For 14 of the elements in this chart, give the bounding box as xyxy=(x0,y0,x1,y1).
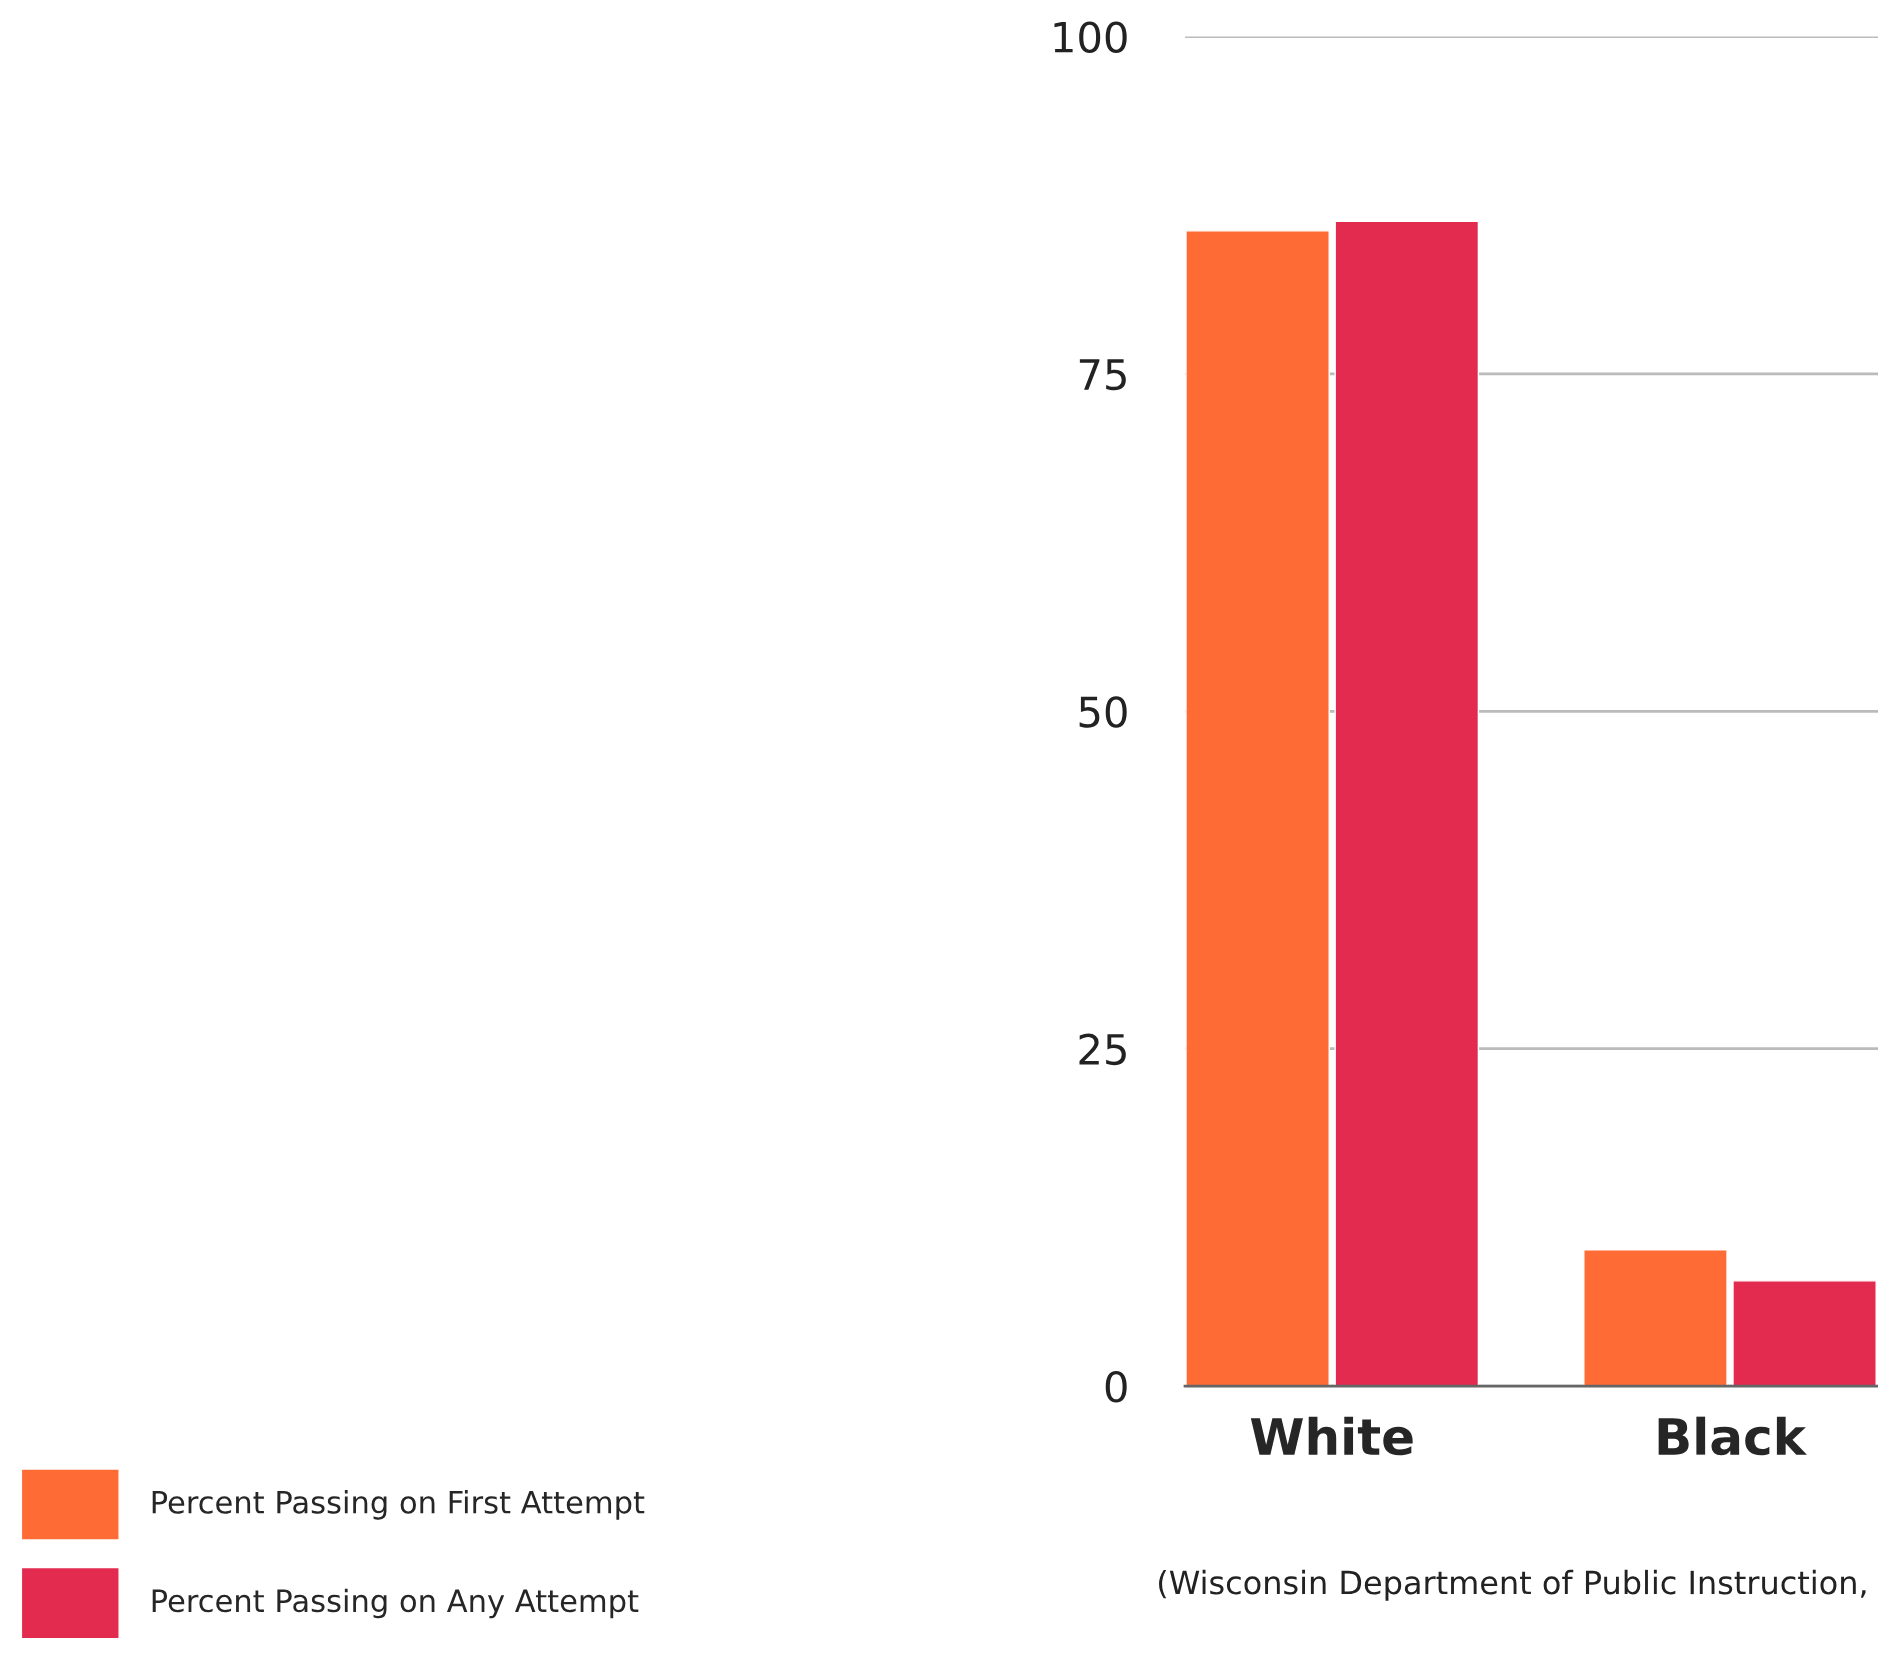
bar xyxy=(1583,1249,1728,1387)
y-tick-label: 50 xyxy=(1079,696,1127,728)
x-tick-label: Black xyxy=(1658,1416,1807,1456)
bar xyxy=(1334,220,1480,1387)
y-tick-label: 25 xyxy=(1079,1033,1126,1066)
x-tick-label: White xyxy=(1250,1416,1413,1456)
legend-label: Percent Passing on Any Attempt xyxy=(152,1588,639,1619)
legend-label: Percent Passing on First Attempt xyxy=(152,1490,645,1520)
y-tick-label: 0 xyxy=(1105,1371,1127,1403)
bar xyxy=(1732,1280,1877,1387)
text: (Wisconsin Department of Public Instruction, xyxy=(1159,1569,1866,1601)
y-tick-label: 100 xyxy=(1054,21,1127,53)
bar xyxy=(1185,230,1330,1387)
y-tick-label: 75 xyxy=(1079,359,1126,391)
